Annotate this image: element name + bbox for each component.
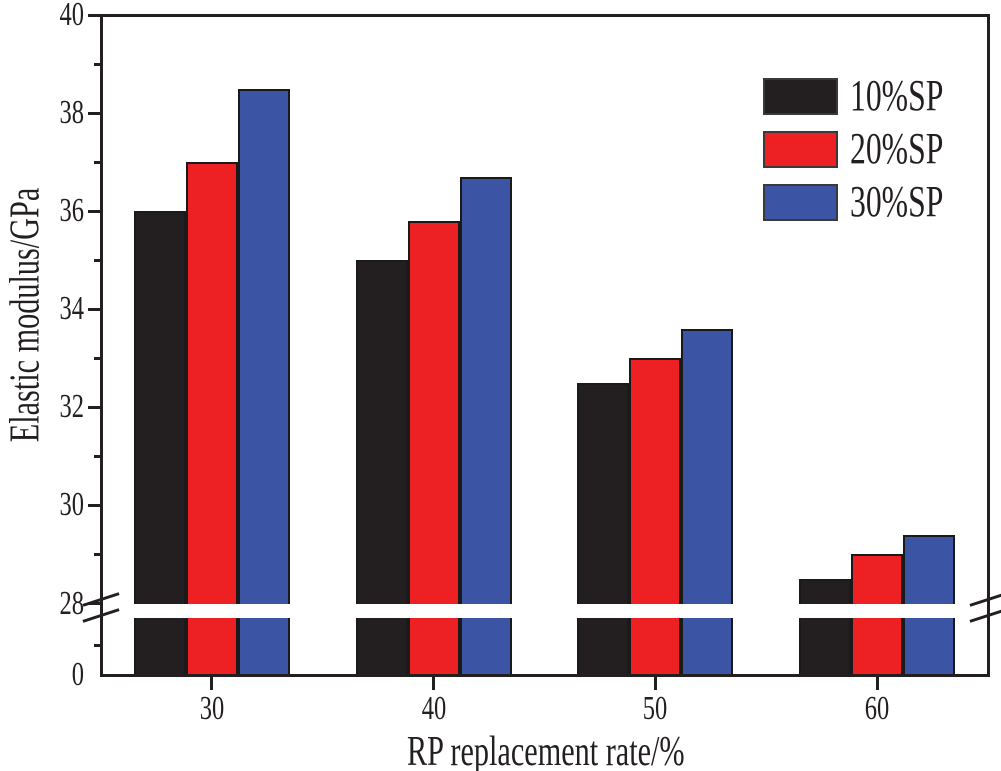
bar-series3-cat50 (681, 328, 734, 677)
bar-series1-cat30 (133, 211, 186, 677)
legend-item-1: 10%SP (763, 74, 980, 118)
y-minor-tick-below-break (94, 643, 101, 647)
y-axis-title-text: Elastic modulus/GPa (3, 187, 50, 443)
x-tick-label-40-text: 40 (421, 690, 446, 727)
y-major-tick-30 (88, 503, 101, 507)
y-minor-tick-37 (94, 160, 101, 164)
legend-swatch-3 (763, 183, 838, 221)
y-tick-label-40-text: 40 (59, 0, 84, 33)
axis-break-band (103, 604, 986, 618)
bar-series2-cat40 (407, 220, 460, 677)
y-major-tick-32 (88, 405, 101, 409)
x-axis-line (99, 673, 990, 677)
y-minor-tick-39 (94, 62, 101, 66)
y-major-tick-38 (88, 111, 101, 115)
y-minor-tick-31 (94, 454, 101, 458)
bar-series2-cat50 (629, 358, 682, 677)
x-tick-30 (210, 676, 214, 690)
legend-swatch-2 (763, 130, 838, 168)
y-minor-tick-33 (94, 356, 101, 360)
x-tick-label-60-text: 60 (864, 690, 890, 727)
y-major-tick-40 (88, 13, 101, 17)
legend-label-3: 30%SP (850, 177, 944, 226)
x-tick-label-30-text: 30 (199, 690, 225, 727)
x-axis-title-text: RP replacement rate/% (407, 729, 685, 771)
right-border-line (986, 13, 990, 677)
legend: 10%SP 20%SP 30%SP (763, 74, 980, 233)
y-tick-label-28-text: 28 (59, 584, 84, 622)
y-tick-label-38-text: 38 (59, 94, 84, 132)
y-axis-line (99, 13, 103, 677)
x-tick-40 (432, 676, 436, 690)
legend-label-1: 10%SP (850, 71, 944, 120)
bar-series1-cat60 (799, 578, 852, 677)
bar-series1-cat50 (577, 382, 630, 677)
y-minor-tick-35 (94, 258, 101, 262)
x-tick-50 (653, 676, 657, 690)
y-tick-label-36-text: 36 (59, 192, 84, 230)
y-major-tick-28 (88, 602, 101, 605)
y-tick-label-0-text: 0 (71, 656, 84, 693)
y-major-tick-36 (88, 209, 101, 213)
x-tick-label-50-text: 50 (643, 690, 668, 727)
y-major-tick-34 (88, 307, 101, 311)
x-tick-60 (875, 676, 879, 690)
bar-series3-cat30 (237, 88, 290, 677)
legend-swatch-1 (763, 77, 838, 115)
top-border-line (99, 13, 990, 17)
legend-label-2: 20%SP (850, 124, 944, 173)
legend-item-3: 30%SP (763, 180, 980, 224)
bar-series2-cat30 (185, 162, 238, 677)
y-tick-label-34-text: 34 (59, 290, 84, 328)
y-tick-label-30-text: 30 (59, 486, 84, 524)
y-minor-tick-29 (94, 552, 101, 556)
y-tick-label-32-text: 32 (59, 388, 84, 426)
legend-item-2: 20%SP (763, 127, 980, 171)
bar-series3-cat40 (459, 176, 512, 677)
